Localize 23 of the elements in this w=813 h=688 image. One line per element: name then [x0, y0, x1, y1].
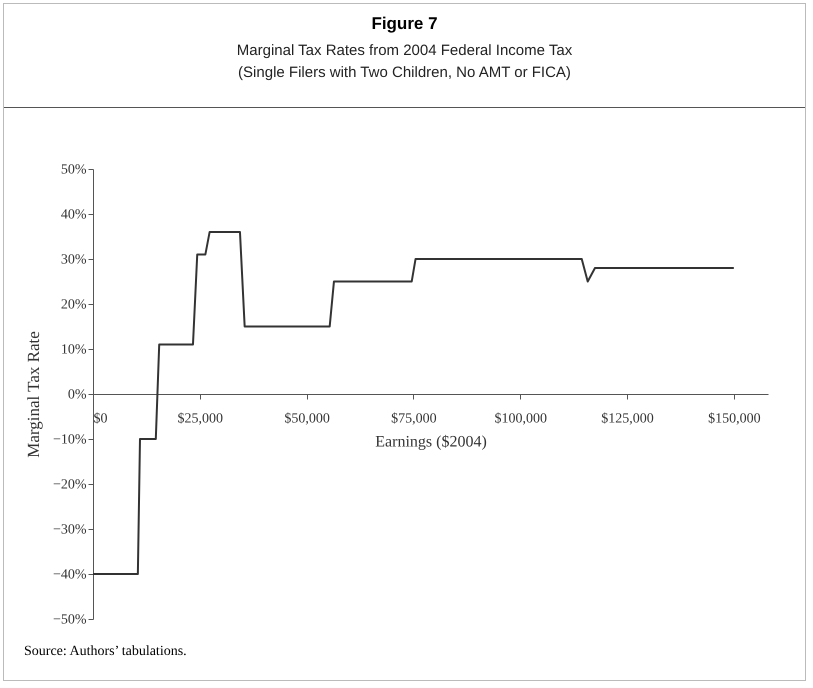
y-tick-label: 0% — [68, 388, 87, 402]
y-tick-label: −40% — [52, 568, 87, 582]
y-tick-label: 30% — [60, 252, 87, 268]
source-note: Source: Authors’ tabulations. — [24, 644, 187, 660]
x-tick-label: $100,000 — [494, 412, 547, 426]
y-tick-label: 50% — [60, 162, 87, 178]
y-tick-label: 10% — [60, 342, 87, 358]
y-tick-label: 20% — [60, 298, 87, 312]
y-tick-label: −50% — [52, 612, 87, 628]
y-tick-label: −10% — [52, 432, 87, 448]
x-tick-label: $50,000 — [284, 412, 330, 426]
x-tick-label: $25,000 — [178, 412, 224, 426]
x-tick-label: $0 — [94, 412, 108, 426]
y-axis-title: Marginal Tax Rate — [24, 331, 43, 458]
y-tick-label: −30% — [52, 522, 87, 538]
chart-subtitle: Marginal Tax Rates from 2004 Federal Income Tax (Single Filers with Two Children, No AMT or FICA) — [236, 41, 574, 83]
y-tick-label: −20% — [52, 478, 87, 492]
x-tick-label: $150,000 — [708, 412, 761, 426]
x-tick-label: $125,000 — [601, 412, 654, 426]
y-tick-label: 40% — [60, 208, 87, 222]
x-axis-title: Earnings ($2004) — [375, 434, 487, 450]
chart-title: Figure 7 — [370, 14, 439, 34]
x-tick-label: $75,000 — [391, 412, 437, 426]
